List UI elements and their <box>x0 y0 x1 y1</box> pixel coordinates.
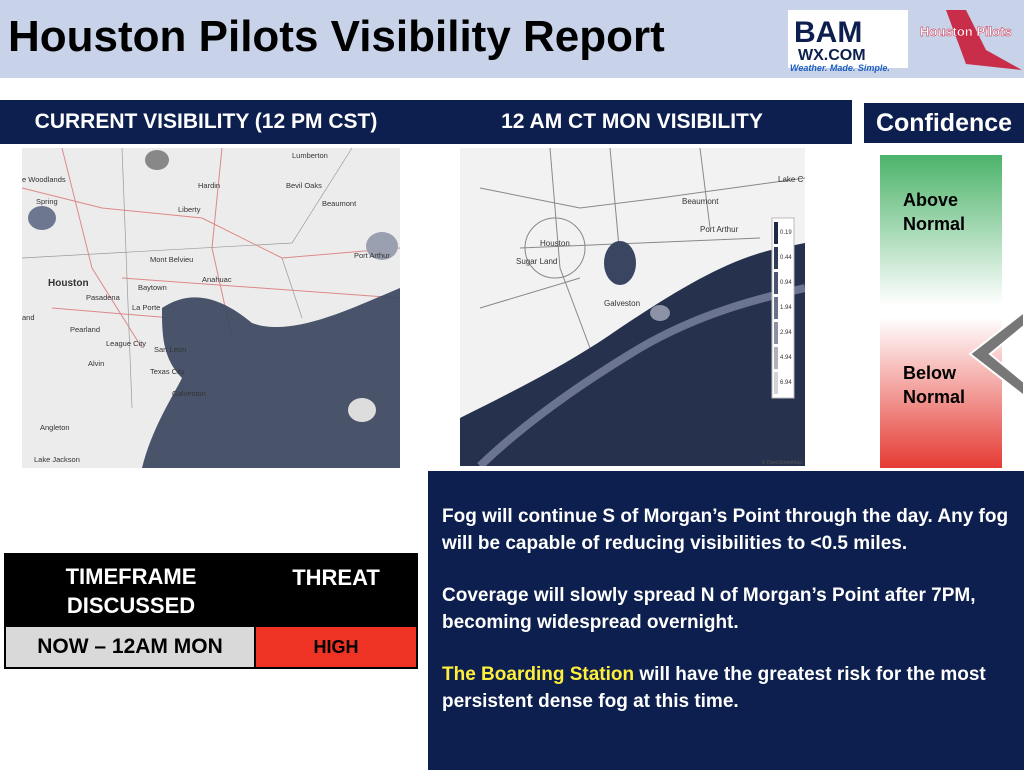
map-label: Hardin <box>198 181 220 190</box>
legend-swatch <box>774 222 778 244</box>
legend-swatch <box>774 297 778 319</box>
map-label: Sugar Land <box>516 257 557 266</box>
map-label: Lake C <box>778 175 804 184</box>
fog-patch <box>366 232 398 260</box>
confidence-pointer <box>968 312 1024 396</box>
summary-paragraph: The Boarding Station will have the great… <box>442 661 1014 715</box>
fog-gap <box>348 398 376 422</box>
legend-swatch <box>774 272 778 294</box>
logo-tagline: Weather. Made. Simple. <box>790 63 890 73</box>
legend-swatch <box>774 347 778 369</box>
roads <box>22 148 400 349</box>
summary-box: Fog will continue S of Morgan’s Point th… <box>428 471 1024 770</box>
boundaries <box>22 148 353 409</box>
map-label: e Woodlands <box>22 175 66 184</box>
roads <box>479 148 805 349</box>
legend-label: 4.94 <box>780 355 792 361</box>
legend-swatch <box>774 247 778 269</box>
table-header: THREAT <box>256 555 416 627</box>
map-label: League City <box>106 339 146 348</box>
map-label: Houston <box>48 278 89 289</box>
logo-site: WX.COM <box>798 47 866 64</box>
fog-patch <box>604 241 636 285</box>
fog-gap <box>650 305 670 321</box>
fog-patch <box>28 206 56 230</box>
summary-text: will have the greatest risk for the most… <box>442 664 986 712</box>
map-label: Spring <box>36 197 58 206</box>
table-header: TIMEFRAME DISCUSSED <box>6 555 256 627</box>
highlight: The Boarding Station <box>442 664 635 685</box>
legend-swatch <box>774 322 778 344</box>
confidence-high: Above Normal <box>903 190 966 234</box>
panel-title: 12 AM CT MON VISIBILITY <box>412 100 852 144</box>
map-label: Angleton <box>40 423 70 432</box>
map: Lake C Beaumont Port Arthur Houston Sugar La… <box>460 148 805 466</box>
logo-pilots: Houston Pilots <box>920 24 1012 39</box>
legend-label: 0.94 <box>780 280 792 286</box>
map-label: Beaumont <box>682 197 719 206</box>
legend-label: 2.94 <box>780 330 792 336</box>
map-label: Galveston <box>172 389 206 398</box>
map-label: Houston <box>540 239 570 248</box>
map-label: Lake Jackson <box>34 455 80 464</box>
map-label: Pearland <box>70 325 100 334</box>
attribution: © OpenStreetMap <box>762 459 803 466</box>
legend-label: 0.44 <box>780 255 792 261</box>
legend-label: 1.94 <box>780 305 792 311</box>
map-label: Texas City <box>150 367 185 376</box>
map-label: Port Arthur <box>354 251 390 260</box>
map-label: Pasadena <box>86 293 121 302</box>
title: Houston Pilots Visibility Report <box>8 12 665 61</box>
map: e Woodlands Spring Hardin Liberty Lumberton B… <box>22 148 400 468</box>
map-label: Lumberton <box>292 151 328 160</box>
panel-title: CURRENT VISIBILITY (12 PM CST) <box>0 100 412 144</box>
fog-band <box>477 284 805 466</box>
pointer-arrow <box>968 312 1024 396</box>
logo-bg <box>788 10 908 68</box>
map-label: La Porte <box>132 303 160 312</box>
confidence-low: Below Normal <box>903 363 966 407</box>
map-label: Baytown <box>138 283 167 292</box>
map-label: Mont Belvieu <box>150 255 193 264</box>
map-label: San Leon <box>154 345 186 354</box>
map-label: Galveston <box>604 299 640 308</box>
map-label: Anahuac <box>202 275 232 284</box>
legend-swatch <box>774 372 778 394</box>
logo-bam: BAM <box>794 16 862 49</box>
map-label: and <box>22 313 35 322</box>
legend-label: 6.94 <box>780 380 792 386</box>
map-label: Liberty <box>178 205 201 214</box>
logos: BAM WX.COM Weather. Made. Simple. Housto… <box>788 10 1022 73</box>
table: TIMEFRAME DISCUSSED THREAT NOW – 12AM MO… <box>4 553 418 669</box>
map-label: Bevil Oaks <box>286 181 322 190</box>
fog <box>142 288 400 468</box>
summary-paragraph: Coverage will slowly spread N of Morgan’… <box>442 585 976 633</box>
fog-patch <box>145 150 169 170</box>
map-label: Beaumont <box>322 199 357 208</box>
summary-paragraph: Fog will continue S of Morgan’s Point th… <box>442 506 1009 554</box>
confidence-scale <box>880 155 1002 468</box>
map-label: Alvin <box>88 359 104 368</box>
legend-label: 0.19 <box>780 230 792 236</box>
table-cell: HIGH <box>256 627 416 667</box>
logo-swoosh <box>916 10 1022 70</box>
confidence-title: Confidence <box>864 103 1024 143</box>
road-loop <box>524 217 586 279</box>
table-cell: NOW – 12AM MON <box>6 627 256 667</box>
map-label: Port Arthur <box>700 225 739 234</box>
